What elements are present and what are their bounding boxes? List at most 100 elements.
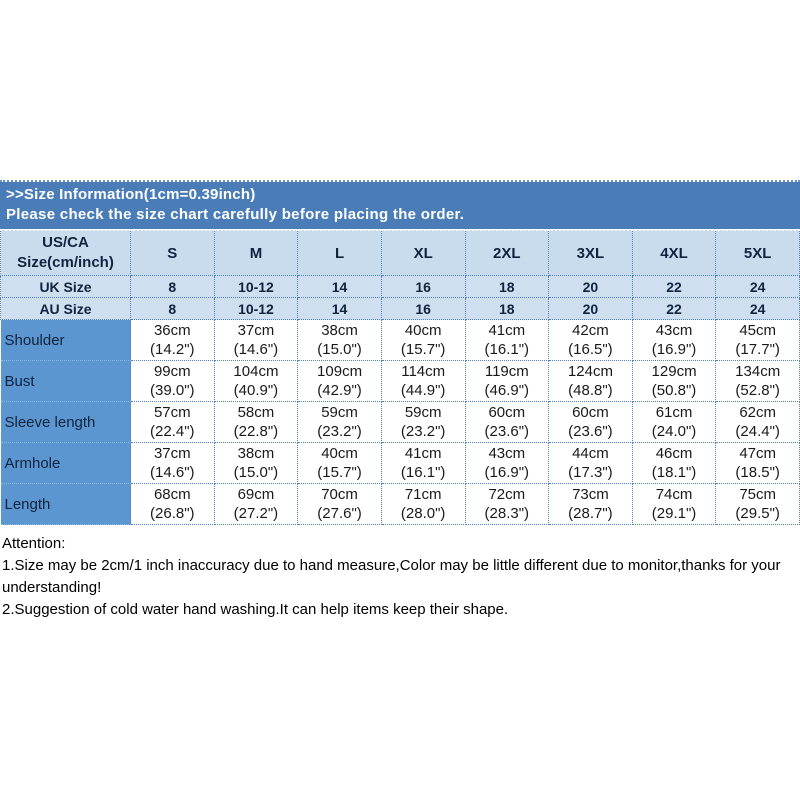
measurement-cm: 40cm	[321, 445, 358, 462]
measurement-inch: (15.0")	[233, 464, 279, 481]
measurement-cm: 62cm	[739, 404, 777, 421]
measurement-inch: (14.2")	[150, 341, 195, 358]
size-value-cell: 18	[464, 297, 550, 320]
measurement-inch: (29.1")	[651, 505, 697, 522]
size-value-cell: 20	[548, 297, 633, 320]
banner-subtitle: Please check the size chart carefully be…	[6, 206, 465, 223]
measurement-cell: 114cm (44.9")	[380, 360, 466, 402]
measurement-cell: 36cm (14.2")	[130, 319, 215, 361]
size-system-row: AU Size 8 10-12 14 16 18 20 22 24	[0, 297, 800, 320]
measurement-inch: (50.8")	[651, 382, 697, 399]
measurement-cell: 134cm (52.8")	[715, 360, 800, 402]
measurement-cell: 68cm (26.8")	[130, 483, 215, 525]
measurement-inch: (46.9")	[484, 382, 530, 399]
measurement-cell: 60cm (23.6")	[464, 401, 550, 443]
size-value-cell: 10-12	[213, 275, 299, 298]
measurement-cell: 59cm (23.2")	[380, 401, 466, 443]
measurement-cm: 74cm	[655, 486, 693, 503]
measurement-cell: 58cm (22.8")	[213, 401, 299, 443]
size-value-cell: 8	[130, 275, 215, 298]
measurement-label: Shoulder	[0, 319, 131, 361]
attention-heading: Attention:	[2, 535, 66, 552]
measurement-cm: 114cm	[401, 363, 446, 380]
measurement-cell: 47cm (18.5")	[715, 442, 800, 484]
measurement-cell: 99cm (39.0")	[130, 360, 215, 402]
measurement-cm: 60cm	[572, 404, 609, 421]
measurement-cm: 99cm	[153, 363, 191, 380]
size-value-cell: 18	[464, 275, 550, 298]
measurement-cm: 58cm	[237, 404, 275, 421]
measurement-inch: (18.1")	[651, 464, 697, 481]
size-system-label: AU Size	[0, 297, 131, 320]
measurement-inch: (23.2")	[400, 423, 446, 440]
measurement-cell: 104cm (40.9")	[213, 360, 299, 402]
size-value-cell: 14	[297, 275, 382, 298]
measurement-cell: 40cm (15.7")	[297, 442, 382, 484]
measurement-cm: 70cm	[321, 486, 358, 503]
measurement-inch: (23.2")	[317, 423, 362, 440]
measurement-cm: 73cm	[572, 486, 609, 503]
measurement-inch: (22.4")	[150, 423, 195, 440]
measurement-cell: 74cm (29.1")	[631, 483, 717, 525]
measurement-cm: 68cm	[153, 486, 191, 503]
measurement-cm: 47cm	[739, 445, 777, 462]
measurement-inch: (17.7")	[735, 341, 780, 358]
measurement-cell: 41cm (16.1")	[464, 319, 550, 361]
measurement-inch: (48.8")	[568, 382, 613, 399]
measurement-cm: 46cm	[655, 445, 693, 462]
measurement-cell: 57cm (22.4")	[130, 401, 215, 443]
measurement-cell: 62cm (24.4")	[715, 401, 800, 443]
measurement-cm: 43cm	[655, 322, 693, 339]
measurement-cell: 109cm (42.9")	[297, 360, 382, 402]
measurement-inch: (24.4")	[735, 423, 780, 440]
measurement-cell: 45cm (17.7")	[715, 319, 800, 361]
size-value-cell: 22	[631, 297, 717, 320]
measurement-inch: (14.6")	[233, 341, 279, 358]
measurement-cm: 42cm	[572, 322, 609, 339]
measurement-inch: (29.5")	[735, 505, 780, 522]
measurement-cell: 59cm (23.2")	[297, 401, 382, 443]
size-value-cell: 22	[631, 275, 717, 298]
measurement-inch: (15.7")	[317, 464, 362, 481]
measurement-cm: 57cm	[153, 404, 191, 421]
size-value-cell: 10-12	[213, 297, 299, 320]
size-information-content: >>Size Information(1cm=0.39inch) Please …	[0, 180, 800, 621]
measurement-inch: (16.1")	[484, 341, 530, 358]
measurement-cell: 61cm (24.0")	[631, 401, 717, 443]
measurement-cell: 43cm (16.9")	[631, 319, 717, 361]
size-column-header: L	[297, 229, 382, 276]
measurement-cell: 69cm (27.2")	[213, 483, 299, 525]
measurement-cm: 41cm	[488, 322, 526, 339]
size-value-cell: 16	[380, 297, 466, 320]
measurement-inch: (15.0")	[317, 341, 362, 358]
corner-header: US/CA Size(cm/inch)	[0, 229, 131, 276]
measurement-inch: (23.6")	[484, 423, 530, 440]
measurement-inch: (42.9")	[317, 382, 362, 399]
size-column-header: XL	[380, 229, 466, 276]
measurement-cm: 44cm	[572, 445, 609, 462]
measurement-cell: 40cm (15.7")	[380, 319, 466, 361]
size-value-cell: 8	[130, 297, 215, 320]
measurement-cm: 59cm	[404, 404, 442, 421]
measurement-cm: 69cm	[237, 486, 275, 503]
measurement-cm: 38cm	[321, 322, 358, 339]
size-chart-body: UK Size 8 10-12 14 16 18 20 22 24 AU Size 8 10-12 14…	[0, 275, 800, 525]
measurement-inch: (17.3")	[568, 464, 613, 481]
corner-line1: US/CA	[42, 234, 89, 251]
measurement-cm: 60cm	[488, 404, 526, 421]
measurement-inch: (28.0")	[400, 505, 446, 522]
size-value-cell: 16	[380, 275, 466, 298]
measurement-cell: 38cm (15.0")	[297, 319, 382, 361]
measurement-cm: 43cm	[488, 445, 526, 462]
size-value-cell: 14	[297, 297, 382, 320]
measurement-cell: 119cm (46.9")	[464, 360, 550, 402]
measurement-cm: 134cm	[735, 363, 781, 380]
measurement-cm: 104cm	[233, 363, 279, 380]
measurement-label: Armhole	[0, 442, 131, 484]
size-column-header: 4XL	[631, 229, 717, 276]
measurement-inch: (44.9")	[400, 382, 446, 399]
measurement-inch: (23.6")	[568, 423, 613, 440]
measurement-cell: 72cm (28.3")	[464, 483, 550, 525]
size-column-header: S	[130, 229, 215, 276]
